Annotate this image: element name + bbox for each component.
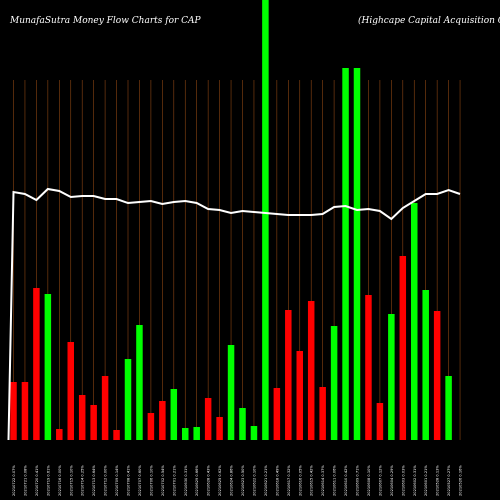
money-flow-bar	[170, 389, 178, 440]
money-flow-bar	[56, 429, 63, 440]
money-flow-bar	[101, 376, 109, 440]
money-flow-bar	[376, 403, 384, 440]
x-tick-label: 20210623 0.50%	[241, 465, 245, 496]
chart-title: MunafaSutra Money Flow Charts for CAP	[10, 16, 201, 26]
money-flow-bars	[10, 0, 452, 440]
x-tick-label: 20210712 0.00%	[104, 465, 108, 496]
money-flow-bar	[307, 301, 315, 440]
money-flow-bar	[124, 359, 132, 440]
money-flow-bar	[285, 310, 292, 440]
x-tick-label: 20210701 0.21%	[172, 465, 176, 496]
x-tick-label: 20210608 0.10%	[367, 465, 371, 496]
x-tick-label: 20210528 0.13%	[436, 465, 440, 496]
x-tick-label: 20210604 0.29%	[390, 465, 394, 496]
x-tick-label: 20210621 0.21%	[264, 465, 268, 496]
money-flow-bar	[445, 376, 452, 440]
money-flow-bar	[399, 256, 407, 440]
x-tick-label: 20210614 0.37%	[321, 465, 325, 496]
money-flow-bar	[365, 295, 372, 440]
money-flow-bar	[147, 413, 155, 440]
money-flow-bar	[21, 382, 29, 440]
x-tick-label: 20210602 0.31%	[413, 465, 417, 496]
money-flow-bar	[273, 388, 281, 440]
x-tick-label: 20210721 0.08%	[23, 465, 27, 496]
money-flow-bar	[33, 288, 40, 440]
chart-subtitle: (Highcape Capital Acquisition C	[358, 16, 500, 26]
x-tick-label: 20210610 0.42%	[344, 465, 348, 496]
money-flow-bar	[422, 290, 429, 440]
x-tick-label: 20210720 0.41%	[35, 465, 39, 496]
money-flow-bar	[204, 398, 212, 440]
x-tick-label: 20210706 0.10%	[149, 465, 153, 496]
money-flow-bar	[330, 326, 338, 440]
money-flow-bar	[44, 294, 52, 440]
x-tick-label: 20210616 0.05%	[298, 465, 302, 496]
money-flow-bar	[136, 325, 143, 440]
money-flow-bar	[227, 345, 235, 440]
money-flow-bar	[319, 387, 326, 440]
x-axis-ticks: 20210722 0.07% 20210721 0.08% 20210720 0.4…	[12, 465, 463, 496]
x-tick-label: 20210722 0.07%	[12, 465, 16, 496]
x-tick-label: 20210709 0.14%	[115, 465, 119, 496]
x-tick-label: 20210618 0.49%	[275, 465, 279, 496]
x-tick-label: 20210708 0.41%	[127, 465, 131, 496]
x-tick-label: 20210625 0.62%	[218, 465, 222, 496]
money-flow-bar	[10, 382, 17, 440]
money-flow-bar	[182, 428, 189, 440]
money-flow-bar	[159, 401, 166, 440]
x-tick-label: 20210526 0.16%	[459, 465, 463, 496]
x-tick-label: 20210714 0.25%	[81, 465, 85, 496]
x-tick-label: 20210615 0.42%	[310, 465, 314, 496]
money-flow-bar	[342, 68, 349, 440]
x-tick-label: 20210702 0.54%	[161, 465, 165, 496]
money-flow-bar	[262, 0, 269, 440]
x-tick-label: 20210601 0.21%	[424, 465, 428, 496]
x-tick-label: 20210707 0.60%	[138, 465, 142, 496]
x-tick-label: 20210617 0.32%	[287, 465, 291, 496]
price-line	[7, 187, 461, 441]
x-tick-label: 20210603 0.03%	[401, 465, 405, 496]
x-tick-label: 20210716 0.00%	[58, 465, 62, 496]
x-tick-label: 20210629 0.66%	[195, 465, 199, 496]
money-flow-bar	[296, 351, 303, 440]
x-tick-label: 20210719 0.61%	[46, 465, 50, 496]
money-flow-bar	[113, 430, 120, 440]
x-tick-label: 20210607 0.12%	[378, 465, 382, 496]
money-flow-bar	[193, 427, 200, 440]
x-tick-label: 20210715 0.10%	[69, 465, 73, 496]
money-flow-bar	[388, 314, 395, 440]
x-tick-label: 20210611 0.06%	[333, 465, 337, 496]
x-tick-label: 20210713 0.64%	[92, 465, 96, 496]
money-flow-bar	[90, 405, 97, 440]
x-tick-label: 20210624 0.86%	[230, 465, 234, 496]
money-flow-bar	[433, 311, 441, 440]
money-flow-bar	[411, 203, 418, 440]
money-flow-bar	[239, 408, 246, 440]
money-flow-bar	[216, 417, 223, 440]
money-flow-bar	[353, 68, 361, 440]
x-tick-label: 20210630 0.31%	[184, 465, 188, 496]
money-flow-bar	[78, 395, 86, 440]
x-tick-label: 20210527 0.27%	[447, 465, 451, 496]
money-flow-bar	[250, 426, 258, 440]
x-tick-label: 20210622 0.10%	[252, 465, 256, 496]
x-tick-label: 20210609 0.71%	[356, 465, 360, 496]
x-tick-label: 20210628 0.43%	[207, 465, 211, 496]
money-flow-bar	[67, 342, 74, 440]
